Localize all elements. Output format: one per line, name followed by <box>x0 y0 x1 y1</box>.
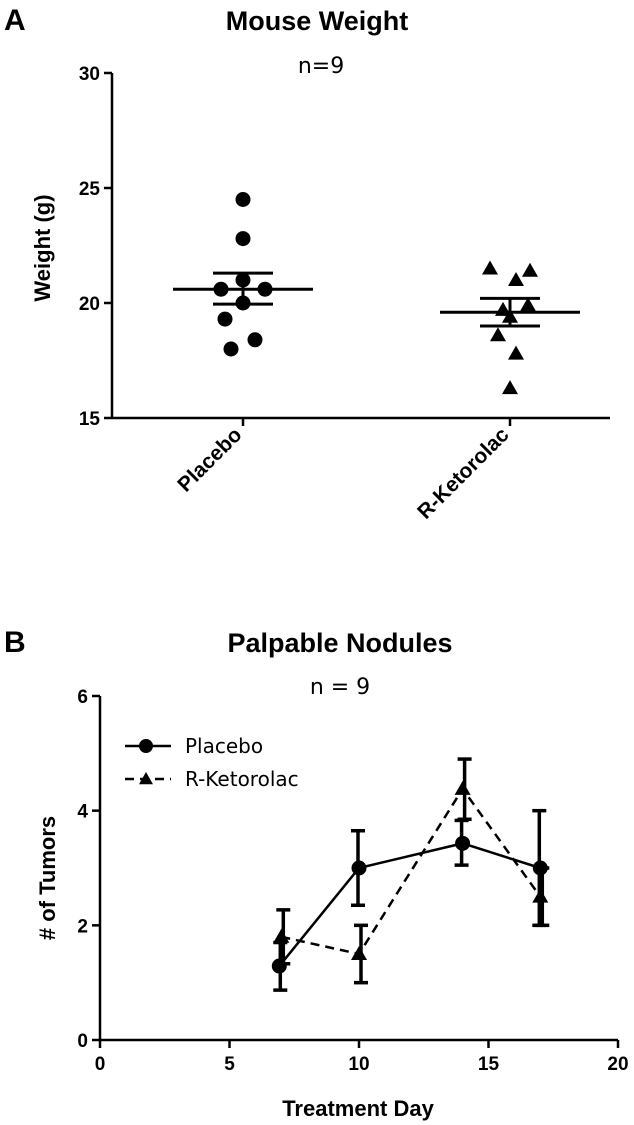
panel-a-category-label: Placebo <box>173 423 246 496</box>
panel-a-data-point <box>522 262 538 277</box>
panel-a-data-point <box>217 311 233 327</box>
panel-b-data-point <box>455 835 471 851</box>
panel-a-plot: 15 20 25 30 Placebo R-Ketorolac <box>79 64 610 524</box>
panel-b-y-tick-label: 2 <box>77 916 88 937</box>
panel-a-title: Mouse Weight <box>226 6 409 36</box>
legend-label: R-Ketorolac <box>185 767 299 791</box>
panel-a-y-axis-label: Weight (g) <box>30 194 55 301</box>
panel-b-data-point <box>532 888 549 903</box>
panel-b-data-point <box>454 780 471 795</box>
panel-b-title: Palpable Nodules <box>227 628 452 658</box>
legend-label: Placebo <box>185 734 263 758</box>
panel-a-data-point <box>502 380 518 395</box>
panel-a-y-tick-label: 20 <box>79 294 100 315</box>
panel-b-y-tick-label: 6 <box>77 687 88 708</box>
panel-b-series-line <box>281 786 542 956</box>
panel-b-x-axis-label: Treatment Day <box>282 1096 434 1121</box>
panel-b-x-tick-label: 15 <box>478 1054 500 1075</box>
panel-a-data-point <box>490 327 506 342</box>
panel-b-data-point <box>351 946 367 960</box>
panel-a-category-label: R-Ketorolac <box>413 423 514 524</box>
panel-b-x-tick-label: 5 <box>224 1054 235 1075</box>
panel-a-label: A <box>4 4 26 37</box>
panel-a-data-point <box>247 332 263 348</box>
panel-b-series-line <box>278 842 541 967</box>
panel-b-x-tick-label: 0 <box>95 1054 106 1075</box>
panel-b-x-tick-label: 20 <box>607 1054 628 1075</box>
panel-a-data-point <box>235 231 251 247</box>
panel-a-data-point <box>235 192 251 207</box>
panel-a-y-tick-label: 30 <box>79 64 100 85</box>
panel-b-x-tick-label: 10 <box>348 1054 369 1075</box>
panel-a-subtitle: n=9 <box>298 54 344 79</box>
panel-b-y-tick-label: 0 <box>77 1031 88 1052</box>
panel-a-data-point <box>482 260 498 275</box>
panel-b-y-axis-label: # of Tumors <box>35 816 60 940</box>
panel-a-data-point <box>508 345 524 360</box>
panel-a-data-point <box>508 272 524 286</box>
panel-b-label: B <box>4 626 26 659</box>
panel-b-data-point <box>351 860 367 876</box>
panel-b-plot: 0 2 4 6 0 5 10 15 20 Placebo R-Ketorolac <box>77 687 628 1075</box>
panel-a-data-point <box>520 297 536 312</box>
panel-a-y-tick-label: 25 <box>79 179 101 200</box>
panel-b-data-point <box>273 928 290 943</box>
panel-a-y-tick-label: 15 <box>79 409 101 430</box>
legend-marker <box>139 772 153 785</box>
legend-marker <box>139 739 153 753</box>
panel-b-y-tick-label: 4 <box>77 802 88 823</box>
panel-a-data-point <box>223 341 239 357</box>
panel-b-subtitle: n = 9 <box>310 675 370 700</box>
